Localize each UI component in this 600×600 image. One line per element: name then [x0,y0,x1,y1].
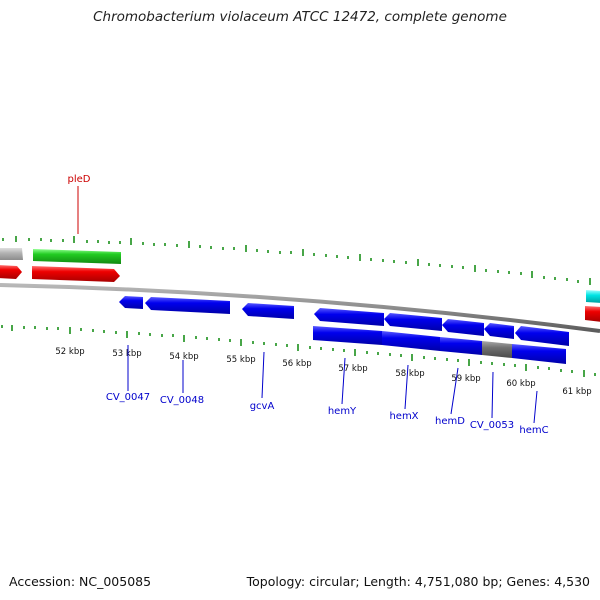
cds-feature-gcva[interactable] [242,303,294,319]
gene-label-pled[interactable]: pleD [68,174,91,185]
gene-label-cv0048[interactable]: CV_0048 [160,395,204,406]
forward-tick-marks [2,236,591,285]
cds-feature-plead[interactable] [33,249,121,264]
genome-summary-text: Topology: circular; Length: 4,751,080 bp… [246,574,590,589]
cds-feature-hemx[interactable] [384,313,442,331]
cds-feature-cv0047[interactable] [119,296,143,309]
page-title: Chromobacterium violaceum ATCC 12472, co… [93,9,507,25]
cds-feature[interactable] [32,266,120,282]
tick-label-58kbp: 58 kbp [395,369,424,379]
cds-feature[interactable] [0,265,22,279]
gene-label-hemy[interactable]: hemY [328,406,357,417]
gene-label-gcva[interactable]: gcvA [250,401,275,412]
tick-label-53kbp: 53 kbp [112,349,141,359]
cds-feature-hemd[interactable] [442,319,484,336]
gene-label-hemd[interactable]: hemD [435,416,465,427]
cds-feature-hemc[interactable] [515,326,569,346]
cds-feature[interactable] [0,248,23,260]
cds-feature[interactable] [382,331,440,351]
tick-label-60kbp: 60 kbp [506,379,535,389]
label-leader-lines [77,186,538,424]
gene-label-hemc[interactable]: hemC [519,425,548,436]
forward-strand-features [0,248,600,322]
tick-label-55kbp: 55 kbp [226,355,255,365]
cds-feature[interactable] [482,341,512,358]
gene-label-cv0047[interactable]: CV_0047 [106,392,150,403]
tick-label-59kbp: 59 kbp [451,374,480,384]
accession-text: Accession: NC_005085 [9,574,152,589]
reverse-tick-marks [1,325,596,377]
tick-label-52kbp: 52 kbp [55,347,84,357]
gene-label-cv0053[interactable]: CV_0053 [470,420,514,431]
cds-feature[interactable] [313,326,382,345]
tick-label-54kbp: 54 kbp [169,352,198,362]
tick-label-56kbp: 56 kbp [282,359,311,369]
tick-label-57kbp: 57 kbp [338,364,367,374]
cds-feature[interactable] [440,337,482,355]
cds-feature-cv0048[interactable] [145,297,230,314]
cds-feature[interactable] [586,290,600,303]
cds-feature-cv0053[interactable] [484,323,514,339]
cds-feature[interactable] [512,344,566,364]
genome-backbone [0,283,600,333]
reverse-strand-features [119,296,569,364]
cds-feature[interactable] [585,306,600,322]
cds-feature-hemy[interactable] [314,308,384,326]
gene-label-hemx[interactable]: hemX [389,411,418,422]
tick-label-61kbp: 61 kbp [562,387,591,397]
